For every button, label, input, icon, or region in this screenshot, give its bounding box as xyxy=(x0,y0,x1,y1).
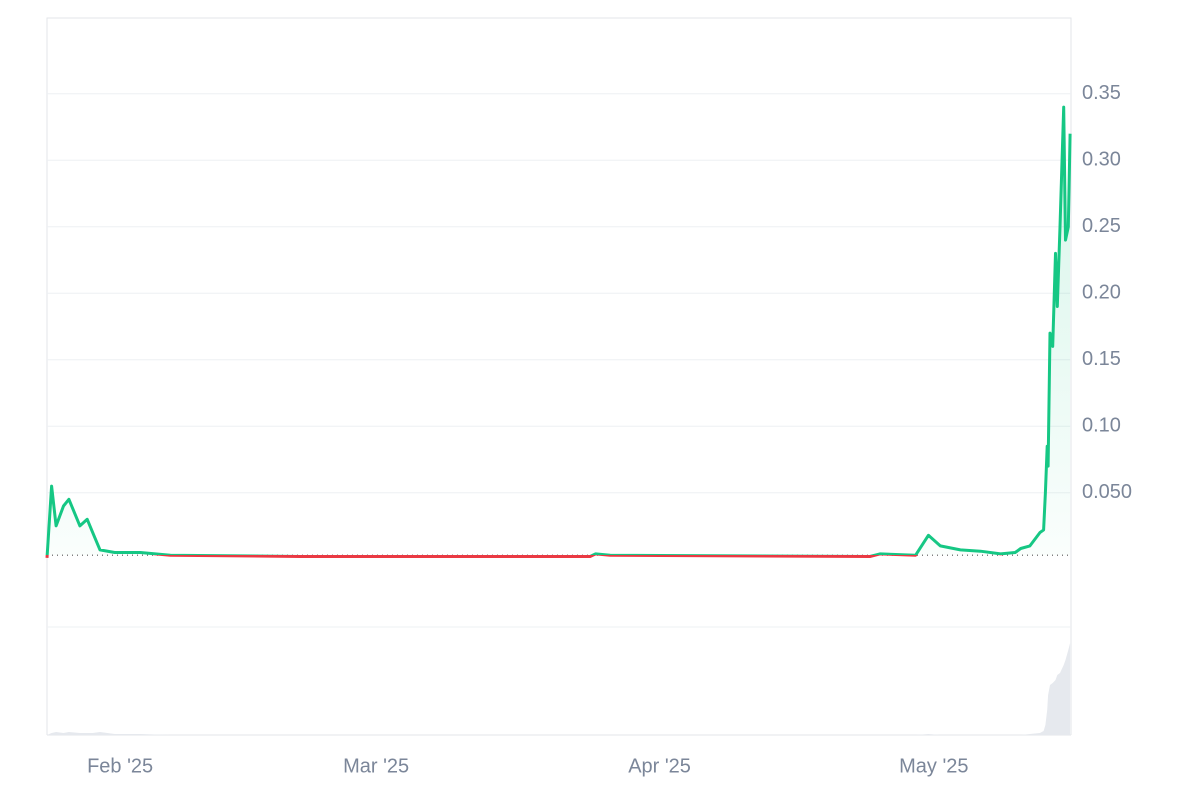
price-line xyxy=(45,105,1072,558)
plot: 0.050 0.10 0.15 0.20 0.25 0.30 0.35 Feb '25 Mar … xyxy=(45,17,1132,777)
y-tick-label: 0.050 xyxy=(1082,481,1132,503)
y-tick-label: 0.30 xyxy=(1082,149,1121,171)
y-tick-label: 0.20 xyxy=(1082,282,1121,304)
x-tick-label: Apr '25 xyxy=(628,755,691,777)
y-tick-label: 0.15 xyxy=(1082,348,1121,370)
x-tick-label: Feb '25 xyxy=(87,755,153,777)
x-tick-label: Mar '25 xyxy=(343,755,409,777)
y-tick-label: 0.10 xyxy=(1082,414,1121,436)
price-area xyxy=(47,107,1071,558)
frame xyxy=(46,17,1072,735)
y-tick-label: 0.35 xyxy=(1082,82,1121,104)
y-tick-label: 0.25 xyxy=(1082,215,1121,237)
volume-area xyxy=(47,643,1071,735)
x-tick-label: May '25 xyxy=(899,755,968,777)
